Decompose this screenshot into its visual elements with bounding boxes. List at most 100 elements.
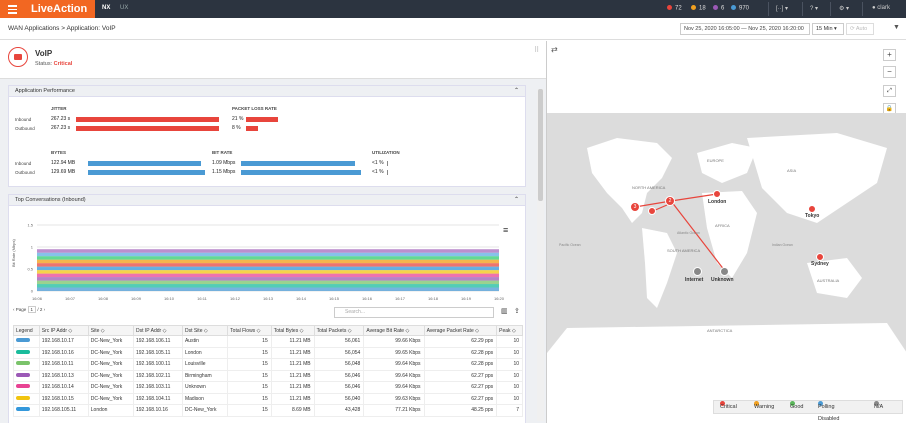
column-header[interactable]: Legend — [13, 325, 40, 336]
help-icon[interactable]: ? ▾ — [810, 6, 819, 12]
marker-sydney[interactable] — [816, 253, 824, 261]
area-series[interactable] — [37, 273, 499, 278]
jitter-in-value: 267.23 s — [51, 116, 71, 122]
y-tick-label: 1 — [31, 245, 34, 250]
interval-select[interactable]: 15 Min ▾ — [812, 23, 844, 35]
filter-icon[interactable]: ▼ — [893, 24, 900, 31]
label-asia: ASIA — [787, 168, 797, 173]
marker-unknown[interactable] — [720, 267, 729, 276]
inbound-label: Inbound — [15, 117, 32, 122]
table-row[interactable]: 192.168.10.15 DC-New_York 192.168.104.11 Ma… — [13, 392, 523, 405]
zoom-in-icon[interactable]: + — [883, 49, 896, 61]
table-cell: 43,428 — [313, 404, 365, 417]
table-row[interactable]: 192.168.10.16 DC-New_York 192.168.105.11 Lo… — [13, 346, 523, 359]
breadcrumb[interactable]: WAN Applications > Application: VoIP — [8, 25, 116, 32]
bitrate-chart: Bit Rate (Mbps) 1.5 1 0.5 0 16:06 16:07 16:08 16… — [11, 223, 505, 302]
column-header[interactable]: Average Packet Rate ◇ — [423, 325, 498, 336]
area-series[interactable] — [37, 280, 499, 285]
export-icon[interactable]: ⇪ — [514, 308, 520, 315]
legend-swatch — [13, 358, 40, 371]
auto-refresh-button[interactable]: ⟳ Auto — [846, 23, 874, 35]
app-name: VoIP — [35, 49, 53, 58]
area-series[interactable] — [37, 263, 499, 267]
table-cell: 192.168.103.11 — [132, 381, 183, 394]
table-row[interactable]: 192.168.105.11 London 192.168.10.16 DC-New_… — [13, 404, 523, 417]
table-cell: 62.29 pps — [423, 335, 498, 348]
area-series[interactable] — [37, 277, 499, 281]
area-series[interactable] — [37, 287, 499, 291]
marker-london[interactable] — [713, 190, 721, 198]
map-pane: ⇄ + − ⤢ 🔒 NORTH AMERICA SOUTH AMER — [546, 41, 906, 423]
table-row[interactable]: 192.168.10.11 DC-New_York 192.168.100.11 Lo… — [13, 358, 523, 371]
cluster-marker[interactable]: 3 — [630, 202, 640, 212]
screen-icon[interactable]: [··] ▾ — [776, 6, 789, 12]
table-cell: Birmingham — [181, 369, 229, 382]
info-alerts[interactable]: 6 — [713, 5, 724, 12]
table-cell: 11.21 MB — [270, 346, 315, 359]
column-header[interactable]: Dst IP Addr ◇ — [132, 325, 183, 336]
table-cell: 56,054 — [313, 346, 365, 359]
menu-icon[interactable] — [0, 0, 25, 18]
area-series[interactable] — [37, 256, 499, 260]
column-header[interactable]: Src IP Addr ◇ — [38, 325, 89, 336]
panel-title[interactable]: Application Performance ⌃ — [9, 86, 525, 97]
chevron-up-icon[interactable]: ⌃ — [513, 197, 519, 203]
table-row[interactable]: 192.168.10.13 DC-New_York 192.168.102.11 Bi… — [13, 369, 523, 382]
zoom-out-icon[interactable]: − — [883, 66, 896, 78]
cluster-marker[interactable]: 2 — [665, 196, 675, 206]
bitrate-in-value: 1.09 Mbps — [212, 160, 236, 166]
gear-icon[interactable]: ⚙ ▾ — [839, 6, 850, 12]
marker-tokyo[interactable] — [808, 205, 816, 213]
chart-menu-icon[interactable]: ≡ — [503, 225, 509, 235]
column-header[interactable]: Total Flows ◇ — [227, 325, 272, 336]
column-header[interactable]: Total Bytes ◇ — [270, 325, 315, 336]
fullscreen-icon[interactable]: ⤢ — [883, 85, 896, 97]
world-map[interactable]: NORTH AMERICA SOUTH AMERICA AFRICA ASIA … — [547, 113, 906, 353]
area-series[interactable] — [37, 249, 499, 253]
columns-icon[interactable]: ▥ — [501, 308, 508, 315]
critical-alerts[interactable]: 72 — [667, 5, 682, 12]
column-header[interactable]: Site ◇ — [87, 325, 134, 336]
area-series[interactable] — [37, 252, 499, 257]
column-header[interactable]: Dst Site ◇ — [181, 325, 229, 336]
chevron-up-icon[interactable]: ⌃ — [513, 88, 519, 94]
area-series[interactable] — [37, 266, 499, 271]
panel-title[interactable]: Top Conversations (Inbound) ⌃ — [9, 195, 525, 206]
table-cell: 192.168.105.11 — [38, 404, 89, 417]
marker-site[interactable] — [648, 207, 656, 215]
x-tick-label: 16:14 — [296, 296, 307, 301]
tab-ux[interactable]: UX — [120, 5, 129, 11]
notice-alerts[interactable]: 970 — [731, 5, 749, 12]
table-row[interactable]: 192.168.10.17 DC-New_York 192.168.106.11 Au… — [13, 335, 523, 348]
x-tick-label: 16:20 — [494, 296, 505, 301]
swap-icon[interactable]: ⇄ — [551, 45, 558, 54]
area-series[interactable] — [37, 270, 499, 274]
area-series[interactable] — [37, 259, 499, 264]
x-tick-label: 16:09 — [131, 296, 142, 301]
jitter-out-value: 267.23 s — [51, 125, 71, 131]
label-tokyo: Tokyo — [805, 213, 820, 219]
table-cell: DC-New_York — [87, 346, 134, 359]
pager[interactable]: ‹ Page 1 / 2 › — [13, 306, 46, 313]
page-input[interactable]: 1 — [27, 306, 37, 313]
column-header[interactable]: Total Packets ◇ — [313, 325, 365, 336]
scrollbar[interactable] — [537, 89, 544, 421]
user-menu[interactable]: ● clark — [872, 5, 890, 11]
date-range-picker[interactable]: Nov 25, 2020 16:05:00 — Nov 25, 2020 16:… — [680, 23, 810, 35]
tab-nx[interactable]: NX — [102, 5, 111, 11]
logo[interactable]: LiveAction — [25, 0, 95, 18]
divider — [802, 2, 803, 16]
table-cell: 192.168.10.15 — [38, 392, 89, 405]
table-row[interactable]: 192.168.10.14 DC-New_York 192.168.103.11 Un… — [13, 381, 523, 394]
marker-internet[interactable] — [693, 267, 702, 276]
warning-alerts[interactable]: 18 — [691, 5, 706, 12]
top-bar: LiveAction NX UX 72 18 6 970 [··] ▾ ? ▾ … — [0, 0, 906, 18]
drag-handle-icon[interactable]: ⠿ — [534, 47, 540, 54]
column-header[interactable]: Average Bit Rate ◇ — [363, 325, 425, 336]
search-input[interactable]: Search... — [334, 307, 494, 318]
column-header[interactable]: Peak ◇ — [496, 325, 523, 336]
table-cell: Louisville — [181, 358, 229, 371]
loss-in-value: 21 % — [232, 116, 244, 122]
area-series[interactable] — [37, 284, 499, 288]
label-australia: AUSTRALIA — [817, 278, 840, 283]
